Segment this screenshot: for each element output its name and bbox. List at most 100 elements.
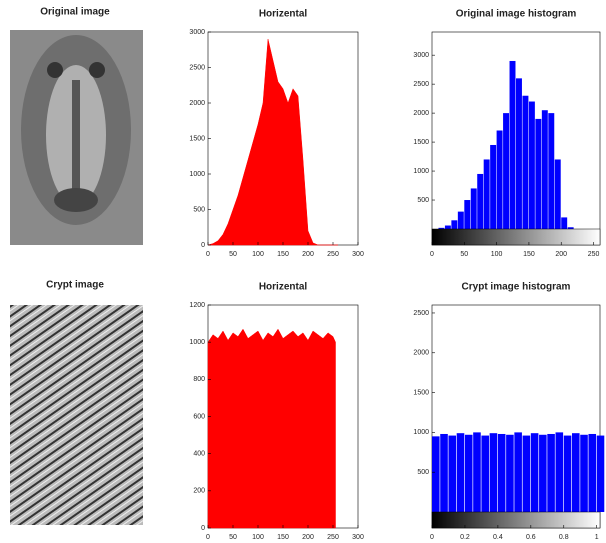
x-tick-label: 250 (588, 251, 600, 258)
bar (481, 436, 489, 512)
x-tick-label: 150 (523, 251, 535, 258)
x-tick-label: 0 (430, 534, 434, 541)
chart-title: Crypt image histogram (462, 282, 571, 293)
x-tick-label: 0.4 (493, 534, 503, 541)
bar (451, 220, 457, 229)
x-tick-label: 100 (491, 251, 503, 258)
bar (516, 78, 522, 229)
y-tick-label: 200 (193, 488, 205, 495)
bar (432, 436, 440, 512)
y-tick-label: 0 (201, 525, 205, 532)
x-tick-label: 100 (252, 534, 264, 541)
y-tick-label: 400 (193, 451, 205, 458)
x-tick-label: 200 (555, 251, 567, 258)
bar (464, 200, 470, 229)
y-tick-label: 1000 (413, 429, 429, 436)
bar (471, 188, 477, 229)
bar (564, 436, 572, 512)
original-image (10, 30, 143, 245)
y-tick-label: 3000 (413, 52, 429, 59)
bar (542, 110, 548, 229)
x-tick-label: 250 (327, 534, 339, 541)
x-tick-label: 200 (302, 251, 314, 258)
x-tick-label: 0.8 (559, 534, 569, 541)
bar (465, 435, 473, 512)
x-tick-label: 0 (206, 534, 210, 541)
bar (506, 435, 514, 512)
bar (497, 131, 503, 230)
y-tick-label: 1000 (413, 168, 429, 175)
bar (458, 212, 464, 229)
chart-title: Original image histogram (456, 9, 577, 20)
bar (498, 434, 506, 512)
y-tick-label: 2000 (413, 350, 429, 357)
bar (457, 433, 465, 512)
x-tick-label: 150 (277, 534, 289, 541)
x-tick-label: 0.2 (460, 534, 470, 541)
bar (510, 61, 516, 229)
chart-title: Horizental (259, 282, 308, 293)
bar (548, 113, 554, 229)
bar (477, 174, 483, 229)
y-tick-label: 500 (417, 197, 429, 204)
x-tick-label: 0 (206, 251, 210, 258)
x-tick-label: 200 (302, 534, 314, 541)
x-tick-label: 0 (430, 251, 434, 258)
y-tick-label: 500 (417, 469, 429, 476)
bar (490, 433, 498, 512)
y-tick-label: 500 (193, 206, 205, 213)
y-tick-label: 1000 (189, 171, 205, 178)
bar (555, 159, 561, 229)
x-tick-label: 1 (595, 534, 599, 541)
bar (503, 113, 509, 229)
bar (484, 159, 490, 229)
y-tick-label: 2500 (189, 64, 205, 71)
x-tick-label: 50 (460, 251, 468, 258)
x-tick-label: 0.6 (526, 534, 536, 541)
image-title: Crypt image (46, 280, 104, 291)
bar (547, 434, 555, 512)
x-tick-label: 50 (229, 534, 237, 541)
bar (523, 436, 531, 512)
chart-title: Horizental (259, 9, 308, 20)
colorbar (432, 229, 600, 245)
y-tick-label: 3000 (189, 29, 205, 36)
bar (531, 433, 539, 512)
bar (597, 436, 605, 512)
y-tick-label: 1500 (413, 389, 429, 396)
bar (473, 432, 481, 512)
bar (556, 432, 564, 512)
x-tick-label: 150 (277, 251, 289, 258)
x-tick-label: 250 (327, 251, 339, 258)
x-tick-label: 300 (352, 534, 364, 541)
bar (445, 226, 451, 229)
bar (490, 145, 496, 229)
crypt-image (10, 305, 143, 525)
bar (580, 435, 588, 512)
bar (448, 436, 456, 512)
bar (539, 435, 547, 512)
y-tick-label: 2500 (413, 81, 429, 88)
bar (588, 434, 596, 512)
figure: Original image Crypt image Horizental050… (0, 0, 606, 543)
y-tick-label: 1200 (189, 302, 205, 309)
colorbar (432, 512, 600, 528)
y-tick-label: 2000 (413, 110, 429, 117)
y-tick-label: 1500 (413, 139, 429, 146)
bar (561, 217, 567, 229)
bar (440, 434, 448, 512)
y-tick-label: 600 (193, 413, 205, 420)
bar (572, 433, 580, 512)
y-tick-label: 1000 (189, 339, 205, 346)
bar (522, 96, 528, 229)
y-tick-label: 800 (193, 376, 205, 383)
y-tick-label: 2000 (189, 100, 205, 107)
bar (514, 432, 522, 512)
bar (568, 227, 574, 229)
x-tick-label: 100 (252, 251, 264, 258)
area (208, 329, 336, 528)
y-tick-label: 1500 (189, 135, 205, 142)
y-tick-label: 0 (201, 242, 205, 249)
bar (529, 102, 535, 229)
y-tick-label: 2500 (413, 310, 429, 317)
